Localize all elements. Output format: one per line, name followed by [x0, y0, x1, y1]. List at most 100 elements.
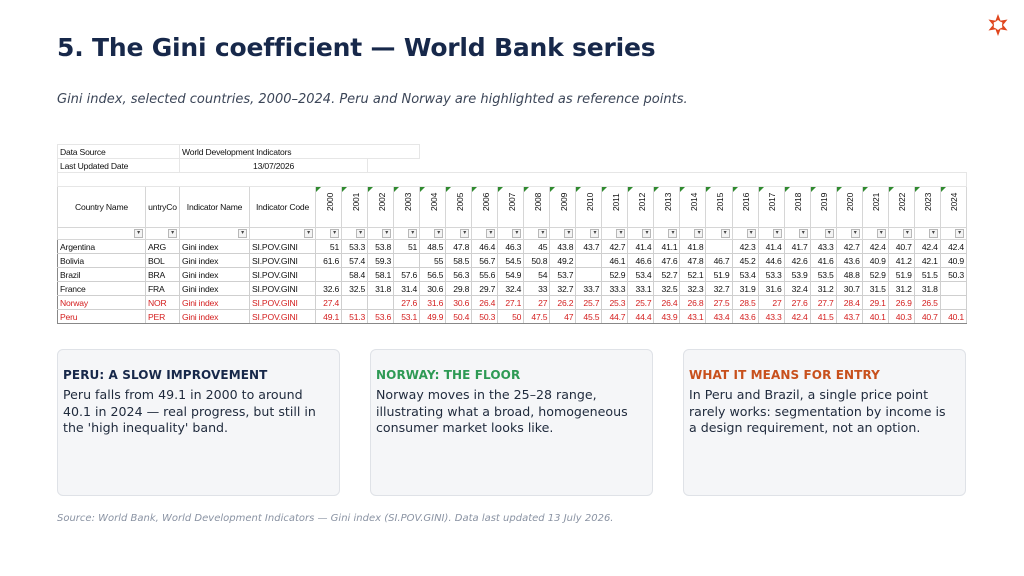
gini-value-cell: 56.3 — [445, 267, 473, 282]
year-header[interactable]: 2004 — [419, 186, 447, 228]
year-label: 2016 — [741, 192, 752, 211]
year-header[interactable]: 2014 — [679, 186, 707, 228]
year-header[interactable]: 2015 — [705, 186, 733, 228]
filter-dropdown-icon[interactable]: ▾ — [382, 229, 392, 238]
year-header[interactable]: 2001 — [341, 186, 369, 228]
gini-value-cell: 40.9 — [939, 253, 968, 268]
year-header[interactable]: 2000 — [315, 186, 343, 228]
year-header[interactable]: 2013 — [653, 186, 681, 228]
filter-dropdown-icon[interactable]: ▾ — [668, 229, 678, 238]
filter-dropdown-icon[interactable]: ▾ — [434, 229, 444, 238]
meta-label: Last Updated Date — [56, 158, 181, 173]
card-heading: WHAT IT MEANS FOR ENTRY — [689, 368, 880, 382]
filter-dropdown-icon[interactable]: ▾ — [304, 229, 314, 238]
year-header[interactable]: 2005 — [445, 186, 473, 228]
year-header[interactable]: 2012 — [627, 186, 655, 228]
filter-dropdown-icon[interactable]: ▾ — [330, 229, 340, 238]
year-header[interactable]: 2007 — [497, 186, 525, 228]
filter-dropdown-icon[interactable]: ▾ — [746, 229, 756, 238]
year-label: 2013 — [662, 192, 673, 211]
country-code-cell: NOR — [144, 295, 181, 310]
filter-dropdown-icon[interactable]: ▾ — [902, 229, 912, 238]
filter-dropdown-icon[interactable]: ▾ — [642, 229, 652, 238]
filter-dropdown-icon[interactable]: ▾ — [955, 229, 964, 238]
gini-value-cell: 44.6 — [757, 253, 785, 268]
year-header[interactable]: 2019 — [809, 186, 837, 228]
year-header[interactable]: 2009 — [549, 186, 577, 228]
year-header[interactable]: 2010 — [575, 186, 603, 228]
gini-value-cell: 26.4 — [653, 295, 681, 310]
gini-value-cell: 54.5 — [497, 253, 525, 268]
filter-cell: ▾ — [419, 227, 447, 240]
gini-value-cell: 30.6 — [445, 295, 473, 310]
filter-dropdown-icon[interactable]: ▾ — [512, 229, 522, 238]
filter-dropdown-icon[interactable]: ▾ — [564, 229, 574, 238]
filter-dropdown-icon[interactable]: ▾ — [876, 229, 886, 238]
gini-value-cell — [393, 253, 421, 268]
filter-cell: ▾ — [809, 227, 837, 240]
year-header[interactable]: 2016 — [731, 186, 759, 228]
header-indicator-name[interactable]: Indicator Name — [179, 186, 251, 228]
year-header[interactable]: 2020 — [835, 186, 863, 228]
gini-value-cell: 43.8 — [549, 239, 577, 254]
gini-value-cell: 41.6 — [809, 253, 837, 268]
year-header[interactable]: 2021 — [861, 186, 889, 228]
year-header[interactable]: 2006 — [471, 186, 499, 228]
gini-value-cell: 27 — [757, 295, 785, 310]
filter-dropdown-icon[interactable]: ▾ — [694, 229, 704, 238]
gini-value-cell: 33.3 — [601, 281, 629, 296]
year-header[interactable]: 2008 — [523, 186, 551, 228]
header-country-name[interactable]: Country Name — [57, 186, 146, 228]
gini-value-cell: 43.4 — [705, 309, 733, 324]
gini-value-cell: 57.6 — [393, 267, 421, 282]
gini-value-cell: 47.5 — [523, 309, 551, 324]
filter-dropdown-icon[interactable]: ▾ — [486, 229, 496, 238]
gini-value-cell: 40.1 — [861, 309, 889, 324]
filter-dropdown-icon[interactable]: ▾ — [460, 229, 470, 238]
gini-value-cell: 48.5 — [419, 239, 447, 254]
source-note: Source: World Bank, World Development In… — [57, 513, 614, 524]
filter-dropdown-icon[interactable]: ▾ — [590, 229, 600, 238]
filter-dropdown-icon[interactable]: ▾ — [168, 229, 178, 238]
year-header[interactable]: 2024 — [939, 186, 968, 228]
gini-value-cell: 32.4 — [783, 281, 811, 296]
year-header[interactable]: 2018 — [783, 186, 811, 228]
spreadsheet-screenshot: Data Source World Development Indicators… — [56, 144, 968, 326]
filter-cell: ▾ — [497, 227, 525, 240]
card-norway: NORWAY: THE FLOOR Norway moves in the 25… — [370, 349, 653, 496]
table-row: Peru PER Gini index SI.POV.GINI 49.1 51.3 53.6… — [57, 309, 968, 324]
filter-dropdown-icon[interactable]: ▾ — [134, 229, 143, 238]
filter-dropdown-icon[interactable]: ▾ — [408, 229, 418, 238]
gini-value-cell: 32.5 — [341, 281, 369, 296]
header-country-code[interactable]: untryCo — [144, 186, 181, 228]
filter-dropdown-icon[interactable]: ▾ — [850, 229, 860, 238]
filter-dropdown-icon[interactable]: ▾ — [928, 229, 938, 238]
year-header[interactable]: 2022 — [887, 186, 915, 228]
gini-value-cell: 51.9 — [705, 267, 733, 282]
table-row: Norway NOR Gini index SI.POV.GINI 27.4 27.6 31… — [57, 295, 968, 310]
meta-label: Data Source — [56, 144, 181, 159]
filter-dropdown-icon[interactable]: ▾ — [238, 229, 248, 238]
filter-dropdown-icon[interactable]: ▾ — [616, 229, 626, 238]
country-code-cell: PER — [144, 309, 181, 324]
filter-dropdown-icon[interactable]: ▾ — [720, 229, 730, 238]
header-indicator-code[interactable]: Indicator Code — [249, 186, 317, 228]
gini-value-cell: 25.7 — [575, 295, 603, 310]
filter-dropdown-icon[interactable]: ▾ — [824, 229, 834, 238]
year-header[interactable]: 2003 — [393, 186, 421, 228]
year-label: 2010 — [584, 192, 595, 211]
year-header[interactable]: 2002 — [367, 186, 395, 228]
card-entry: WHAT IT MEANS FOR ENTRY In Peru and Braz… — [683, 349, 966, 496]
filter-dropdown-icon[interactable]: ▾ — [356, 229, 366, 238]
gini-value-cell: 51.5 — [913, 267, 941, 282]
gini-value-cell — [939, 281, 968, 296]
year-header[interactable]: 2011 — [601, 186, 629, 228]
gini-value-cell: 42.4 — [939, 239, 968, 254]
filter-dropdown-icon[interactable]: ▾ — [772, 229, 782, 238]
gini-value-cell — [939, 295, 968, 310]
filter-dropdown-icon[interactable]: ▾ — [798, 229, 808, 238]
year-header[interactable]: 2017 — [757, 186, 785, 228]
filter-dropdown-icon[interactable]: ▾ — [538, 229, 548, 238]
gini-value-cell: 27.6 — [393, 295, 421, 310]
year-header[interactable]: 2023 — [913, 186, 941, 228]
